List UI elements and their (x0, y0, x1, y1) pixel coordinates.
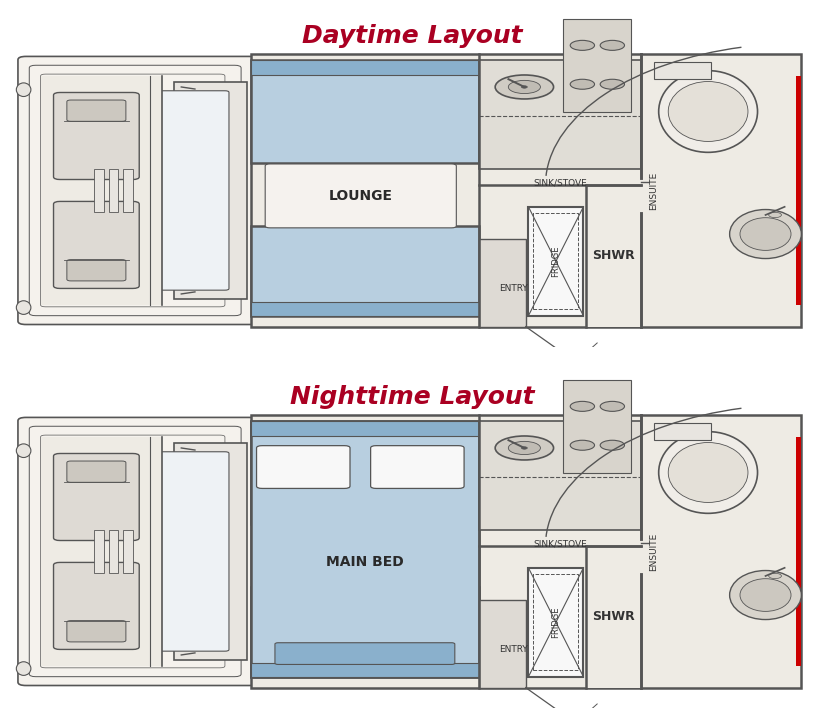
FancyBboxPatch shape (67, 621, 126, 642)
Ellipse shape (16, 301, 31, 314)
Bar (587, 185, 641, 326)
FancyBboxPatch shape (158, 452, 229, 651)
Bar (796, 437, 800, 666)
Text: SINK/STOVE: SINK/STOVE (533, 539, 587, 548)
Bar (479, 240, 526, 326)
Bar (123, 169, 133, 212)
Circle shape (570, 401, 595, 412)
FancyBboxPatch shape (275, 643, 455, 664)
FancyBboxPatch shape (67, 260, 126, 281)
Ellipse shape (729, 209, 801, 258)
Circle shape (570, 40, 595, 51)
Bar (251, 226, 479, 316)
Bar (251, 54, 800, 326)
Text: ENSUITE: ENSUITE (648, 532, 658, 570)
FancyBboxPatch shape (18, 56, 257, 324)
Bar (251, 415, 800, 687)
Ellipse shape (729, 570, 801, 619)
Ellipse shape (668, 443, 748, 503)
Circle shape (508, 80, 540, 94)
Bar (251, 421, 479, 677)
Bar (40, 437, 162, 666)
Ellipse shape (658, 71, 757, 152)
FancyBboxPatch shape (265, 164, 456, 228)
FancyBboxPatch shape (67, 461, 126, 482)
FancyBboxPatch shape (67, 100, 126, 121)
Bar (654, 63, 711, 79)
Bar (251, 663, 479, 677)
Ellipse shape (16, 662, 31, 675)
Bar (123, 530, 133, 573)
Circle shape (521, 447, 527, 449)
Circle shape (570, 79, 595, 90)
Bar (479, 60, 641, 169)
Circle shape (521, 86, 527, 88)
FancyBboxPatch shape (370, 445, 464, 488)
Ellipse shape (16, 83, 31, 97)
Circle shape (600, 440, 625, 451)
FancyBboxPatch shape (54, 453, 139, 541)
Text: Nighttime Layout: Nighttime Layout (290, 386, 535, 409)
Text: ENTRY: ENTRY (499, 284, 528, 293)
Bar (251, 60, 479, 74)
Text: ENSUITE: ENSUITE (648, 171, 658, 209)
Bar (251, 421, 479, 435)
Text: LOUNGE: LOUNGE (328, 189, 393, 203)
Text: Daytime Layout: Daytime Layout (302, 25, 523, 48)
Circle shape (508, 441, 540, 455)
Bar (174, 443, 247, 661)
Bar (40, 76, 162, 305)
Bar (479, 421, 641, 530)
Bar (109, 169, 118, 212)
FancyBboxPatch shape (18, 417, 257, 685)
Circle shape (769, 212, 781, 217)
Circle shape (495, 75, 554, 99)
Bar (654, 424, 711, 440)
FancyBboxPatch shape (158, 91, 229, 290)
Ellipse shape (658, 432, 757, 513)
Bar (534, 213, 578, 309)
Text: SHWR: SHWR (592, 249, 635, 262)
FancyBboxPatch shape (54, 201, 139, 289)
Text: SHWR: SHWR (592, 610, 635, 623)
FancyBboxPatch shape (54, 92, 139, 180)
Bar (529, 567, 583, 677)
Bar (251, 663, 479, 677)
Ellipse shape (740, 579, 791, 612)
Bar (251, 587, 479, 677)
Ellipse shape (740, 218, 791, 251)
Text: SINK/STOVE: SINK/STOVE (533, 178, 587, 187)
Bar (251, 421, 479, 435)
Circle shape (769, 573, 781, 578)
Bar (529, 206, 583, 316)
Bar (796, 76, 800, 305)
Bar (94, 530, 104, 573)
Text: FRIDGE: FRIDGE (551, 606, 560, 638)
Circle shape (600, 79, 625, 90)
Circle shape (600, 40, 625, 51)
Circle shape (495, 436, 554, 460)
Bar (109, 530, 118, 573)
Bar (174, 82, 247, 300)
Bar (479, 601, 526, 687)
Text: ENTRY: ENTRY (499, 645, 528, 654)
FancyBboxPatch shape (54, 562, 139, 650)
FancyBboxPatch shape (257, 445, 350, 488)
Bar (251, 60, 479, 163)
Bar (587, 546, 641, 687)
Ellipse shape (668, 82, 748, 142)
Bar (534, 574, 578, 670)
Bar (94, 169, 104, 212)
Bar (251, 421, 479, 524)
Bar (251, 302, 479, 316)
Bar (563, 380, 631, 473)
Circle shape (600, 401, 625, 412)
Text: FRIDGE: FRIDGE (551, 245, 560, 277)
Circle shape (570, 440, 595, 451)
Text: MAIN BED: MAIN BED (326, 554, 403, 568)
Bar (563, 19, 631, 112)
Ellipse shape (16, 444, 31, 458)
